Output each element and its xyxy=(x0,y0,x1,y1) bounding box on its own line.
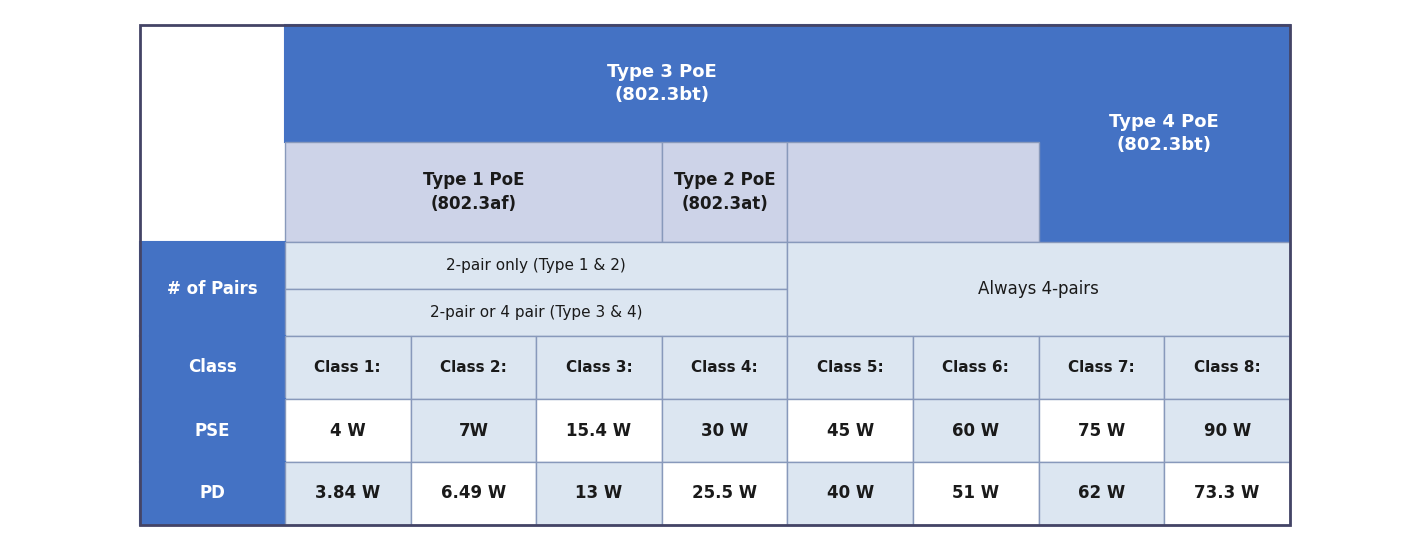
Text: Class 4:: Class 4: xyxy=(691,360,758,375)
Text: 45 W: 45 W xyxy=(826,422,874,439)
Bar xyxy=(661,336,788,399)
Text: Class 1:: Class 1: xyxy=(315,360,380,375)
Bar xyxy=(285,399,410,462)
Text: 3.84 W: 3.84 W xyxy=(315,485,380,503)
Bar xyxy=(661,462,788,525)
Bar xyxy=(140,399,285,462)
Bar xyxy=(140,336,285,399)
Text: 75 W: 75 W xyxy=(1077,422,1126,439)
Text: 13 W: 13 W xyxy=(576,485,623,503)
Bar xyxy=(913,399,1039,462)
Bar xyxy=(1039,336,1164,399)
Text: Class 5:: Class 5: xyxy=(817,360,884,375)
Text: 4 W: 4 W xyxy=(331,422,366,439)
Text: Type 1 PoE
(802.3af): Type 1 PoE (802.3af) xyxy=(423,171,524,213)
Text: 6.49 W: 6.49 W xyxy=(440,485,506,503)
Bar xyxy=(788,462,913,525)
Text: Type 2 PoE
(802.3at): Type 2 PoE (802.3at) xyxy=(674,171,775,213)
Text: 7W: 7W xyxy=(459,422,489,439)
Bar xyxy=(536,399,661,462)
Bar xyxy=(536,336,661,399)
Text: Class: Class xyxy=(188,358,237,376)
Bar xyxy=(1164,399,1290,462)
Text: Class 3:: Class 3: xyxy=(566,360,633,375)
Text: # of Pairs: # of Pairs xyxy=(167,280,258,298)
Text: PSE: PSE xyxy=(195,422,231,439)
Bar xyxy=(913,462,1039,525)
Bar xyxy=(661,142,788,242)
Bar xyxy=(285,462,410,525)
Bar xyxy=(536,462,661,525)
Bar xyxy=(788,399,913,462)
Text: Class 7:: Class 7: xyxy=(1069,360,1134,375)
Bar xyxy=(285,25,1039,142)
Bar xyxy=(788,242,1290,336)
Bar xyxy=(1039,399,1164,462)
Text: Type 4 PoE
(802.3bt): Type 4 PoE (802.3bt) xyxy=(1110,113,1220,154)
Text: 51 W: 51 W xyxy=(952,485,999,503)
Bar xyxy=(140,25,1290,525)
Text: 15.4 W: 15.4 W xyxy=(567,422,631,439)
Text: Type 3 PoE
(802.3bt): Type 3 PoE (802.3bt) xyxy=(607,63,717,104)
Text: Class 6:: Class 6: xyxy=(942,360,1009,375)
Text: 2-pair or 4 pair (Type 3 & 4): 2-pair or 4 pair (Type 3 & 4) xyxy=(430,305,643,320)
Bar xyxy=(661,399,788,462)
Bar xyxy=(1164,462,1290,525)
Text: 2-pair only (Type 1 & 2): 2-pair only (Type 1 & 2) xyxy=(446,258,626,273)
Text: 90 W: 90 W xyxy=(1204,422,1251,439)
Bar xyxy=(1039,25,1290,242)
Text: 62 W: 62 W xyxy=(1077,485,1126,503)
Bar xyxy=(788,336,913,399)
Bar xyxy=(285,289,788,336)
Bar xyxy=(285,336,410,399)
Text: PD: PD xyxy=(200,485,225,503)
Text: Class 8:: Class 8: xyxy=(1194,360,1261,375)
Text: 40 W: 40 W xyxy=(826,485,874,503)
Text: 60 W: 60 W xyxy=(952,422,999,439)
Text: Class 2:: Class 2: xyxy=(440,360,507,375)
Bar xyxy=(410,462,536,525)
Bar xyxy=(1164,336,1290,399)
Text: Always 4-pairs: Always 4-pairs xyxy=(979,280,1099,298)
Bar xyxy=(788,142,1039,242)
Bar xyxy=(285,142,661,242)
Bar xyxy=(913,336,1039,399)
Bar xyxy=(140,242,285,336)
Bar xyxy=(1039,462,1164,525)
Bar xyxy=(410,336,536,399)
Text: 30 W: 30 W xyxy=(701,422,748,439)
Bar xyxy=(410,399,536,462)
Text: 73.3 W: 73.3 W xyxy=(1194,485,1260,503)
Bar xyxy=(140,462,285,525)
Bar xyxy=(285,242,788,289)
Text: 25.5 W: 25.5 W xyxy=(693,485,757,503)
